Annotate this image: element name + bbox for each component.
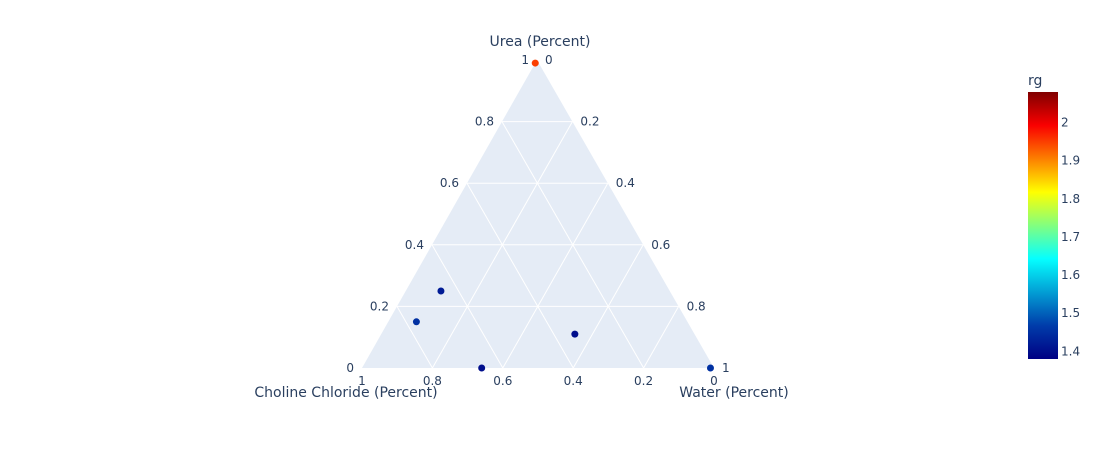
tick-c: 0.2 — [580, 115, 599, 129]
axis-title-c: Water (Percent) — [679, 385, 788, 401]
axis-title-a: Urea (Percent) — [490, 34, 591, 50]
ternary-background — [362, 60, 714, 368]
tick-c: 0.4 — [616, 176, 635, 190]
colorbar-tick-label: 1.8 — [1061, 192, 1080, 206]
colorbar-tick-label: 1.7 — [1061, 230, 1080, 244]
tick-a: 0 — [346, 361, 354, 375]
tick-c: 0.6 — [651, 238, 670, 252]
gridline-c — [572, 244, 644, 369]
axis-title-b: Choline Chloride (Percent) — [254, 385, 437, 401]
tick-c: 0 — [545, 53, 553, 67]
tick-b: 0 — [710, 374, 718, 388]
tick-a: 1 — [521, 53, 529, 67]
gridline-c — [502, 182, 609, 369]
data-point[interactable] — [437, 287, 445, 295]
gridline-b — [431, 244, 504, 369]
tick-b: 0.2 — [634, 374, 653, 388]
tick-labels: 1 1 1 0.8 0.8 0.8 0.6 0.6 0.6 0.4 0.4 0.4 0.2 0.2 0.2 0… — [346, 53, 729, 388]
data-points — [412, 59, 714, 372]
gridline-b — [466, 182, 574, 369]
gridlines — [396, 121, 680, 369]
colorbar-tick-label: 1.9 — [1061, 154, 1080, 168]
tick-b: 0.4 — [564, 374, 583, 388]
colorbar-gradient — [1028, 92, 1058, 359]
tick-c: 1 — [722, 361, 730, 375]
tick-b: 0.6 — [493, 374, 512, 388]
data-point[interactable] — [412, 318, 420, 326]
colorbar-title: rg — [1028, 73, 1042, 89]
colorbar-ticks: 1.4 1.5 1.6 1.7 1.8 1.9 2 — [1061, 116, 1080, 359]
tick-a: 0.2 — [370, 299, 389, 313]
tick-a: 0.8 — [475, 115, 494, 129]
colorbar-tick-label: 1.4 — [1061, 344, 1080, 358]
data-point[interactable] — [571, 330, 579, 338]
colorbar-tick-label: 1.6 — [1061, 268, 1080, 282]
gridline-b — [396, 306, 433, 369]
tick-a: 0.4 — [405, 238, 424, 252]
plot-area: 1 1 1 0.8 0.8 0.8 0.6 0.6 0.6 0.4 0.4 0.4 0.2 0.2 0.2 0… — [346, 53, 729, 388]
tick-c: 0.8 — [687, 299, 706, 313]
gridline-c — [643, 306, 680, 369]
tick-a: 0.6 — [440, 176, 459, 190]
data-point[interactable] — [478, 364, 486, 372]
colorbar-tick-label: 2 — [1061, 116, 1069, 130]
data-point[interactable] — [531, 59, 539, 67]
colorbar-tick-label: 1.5 — [1061, 306, 1080, 320]
data-point[interactable] — [706, 364, 714, 372]
tick-b: 1 — [358, 374, 366, 388]
tick-b: 0.8 — [423, 374, 442, 388]
colorbar: rg 1.4 1.5 1.6 1.7 1.8 1.9 2 — [1028, 73, 1080, 359]
